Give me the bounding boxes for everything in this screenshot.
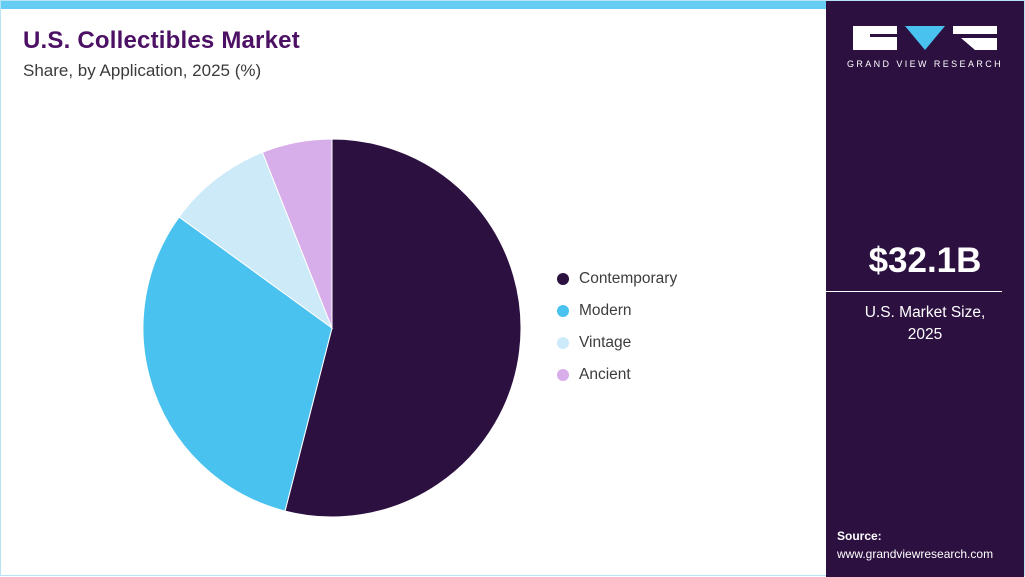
legend-item-contemporary: Contemporary (557, 269, 677, 289)
source-url: www.grandviewresearch.com (837, 546, 994, 561)
legend-label: Contemporary (579, 270, 678, 287)
pie-chart (141, 137, 523, 519)
gvr-logo-icon (853, 26, 997, 50)
market-size-value: $32.1B (868, 241, 982, 280)
market-size-divider (826, 291, 1002, 292)
market-size-label-line2: 2025 (907, 325, 943, 343)
legend-label: Vintage (579, 334, 632, 351)
pie-slice-modern (142, 216, 333, 512)
legend-swatch-contemporary (557, 273, 569, 285)
legend-item-modern: Modern (557, 301, 677, 321)
pie-chart-svg (142, 138, 522, 518)
brand-name: GRAND VIEW RESEARCH (846, 59, 1004, 69)
page-title: U.S. Collectibles Market (23, 27, 300, 54)
pie-slice-vintage (178, 151, 334, 330)
gvr-logo: GRAND VIEW RESEARCH (826, 23, 1024, 69)
legend-label: Modern (579, 302, 632, 319)
legend-item-ancient: Ancient (557, 365, 677, 385)
page-subtitle: Share, by Application, 2025 (%) (23, 61, 262, 80)
legend-swatch-modern (557, 305, 569, 317)
market-size-block: $32.1B U.S. Market Size, 2025 (826, 241, 1024, 345)
market-size-label-line1: U.S. Market Size, (864, 304, 986, 321)
top-accent-bar (1, 1, 828, 9)
source-block: Source: www.grandviewresearch.com (837, 528, 993, 563)
legend-swatch-vintage (557, 337, 569, 349)
legend-item-vintage: Vintage (557, 333, 677, 353)
source-label: Source: (837, 529, 882, 544)
legend-swatch-ancient (557, 369, 569, 381)
sidebar: GRAND VIEW RESEARCH $32.1B U.S. Market S… (826, 1, 1024, 577)
pie-slice-ancient (261, 138, 333, 329)
market-size-label: U.S. Market Size, 2025 (826, 302, 1024, 345)
pie-slice-contemporary (284, 138, 522, 518)
chart-legend: Contemporary Modern Vintage Ancient (557, 269, 677, 397)
legend-label: Ancient (579, 366, 631, 383)
